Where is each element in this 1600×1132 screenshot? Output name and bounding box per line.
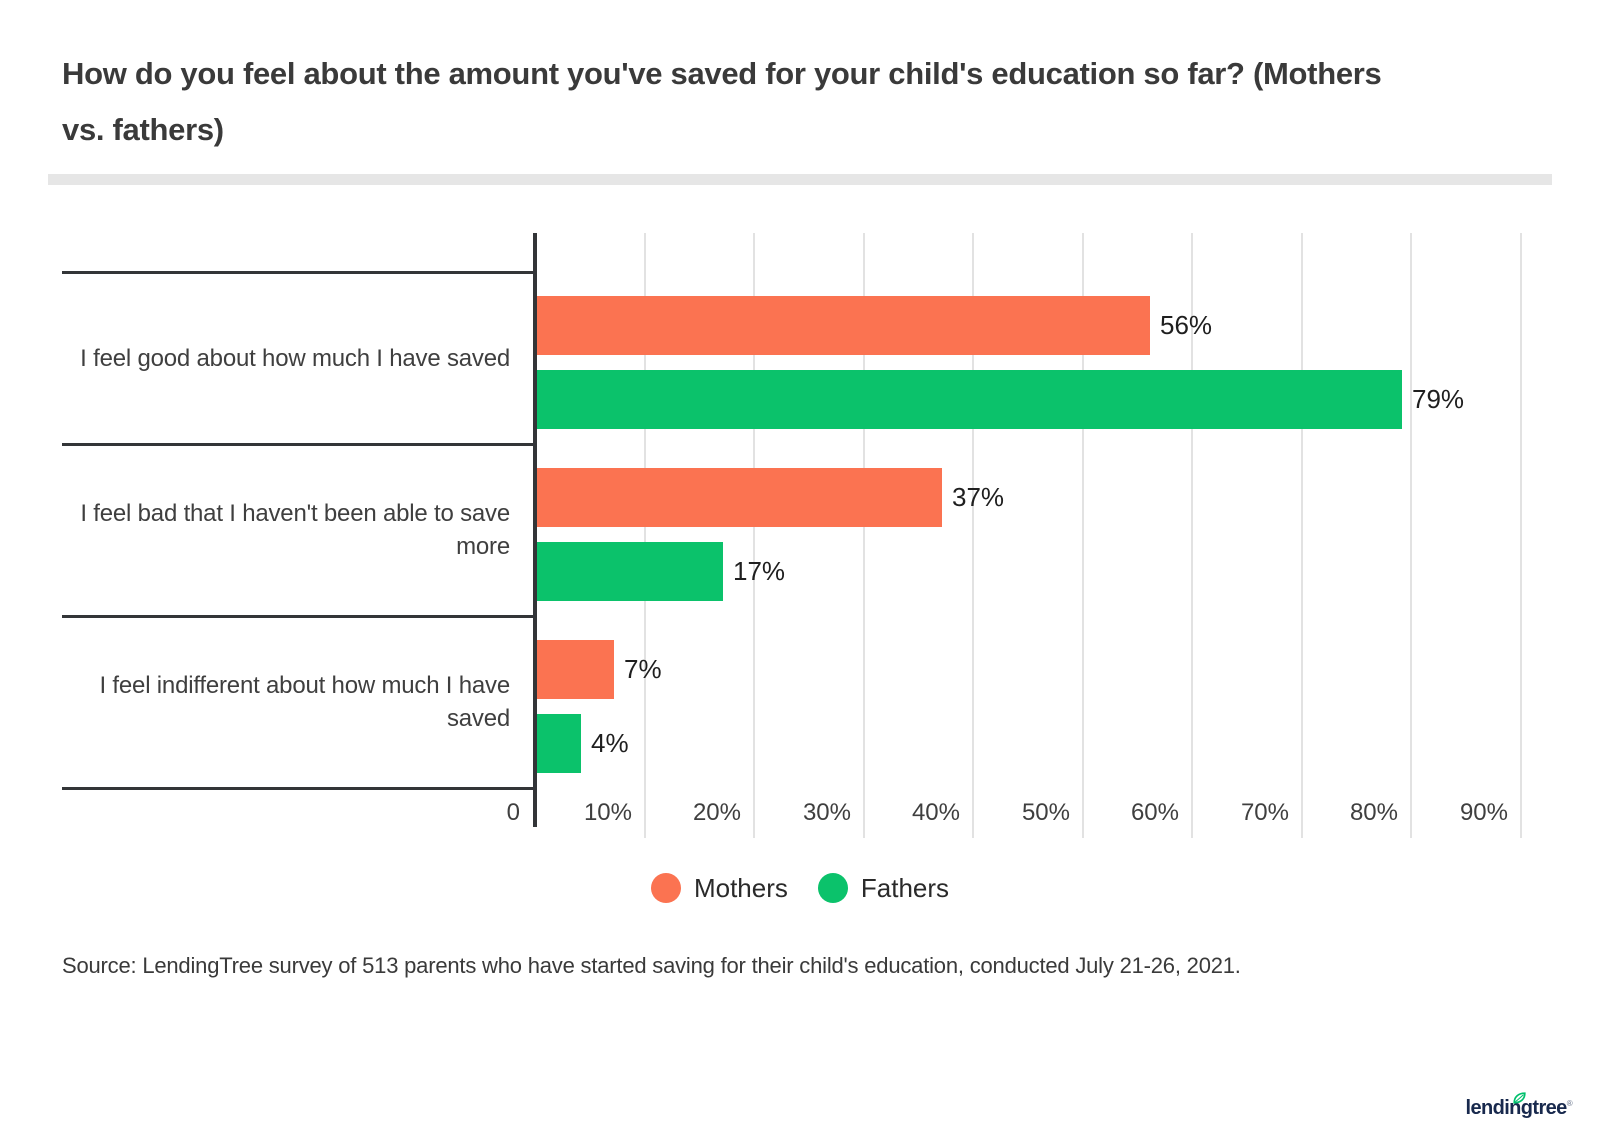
gridline	[1082, 233, 1084, 838]
logo-registered-mark: ®	[1566, 1099, 1573, 1109]
legend-item-mothers: Mothers	[650, 872, 788, 904]
row-separator	[62, 615, 533, 618]
legend-swatch-fathers	[817, 873, 848, 903]
source-note: Source: LendingTree survey of 513 parent…	[62, 953, 1241, 978]
value-label: 37%	[952, 482, 1005, 512]
category-label: I feel indifferent about how much I have…	[62, 616, 511, 788]
leaf-icon	[1513, 1087, 1527, 1110]
x-tick-label: 0	[506, 799, 520, 826]
value-label: 17%	[733, 556, 786, 586]
legend-label: Fathers	[860, 872, 950, 903]
row-separator	[62, 787, 533, 790]
chart-legend: Mothers Fathers	[0, 868, 1600, 908]
x-tick-label: 20%	[692, 799, 741, 826]
chart-title: How do you feel about the amount you've …	[62, 46, 1552, 158]
value-bar-fathers	[537, 370, 1402, 429]
bar-chart: I feel good about how much I have saved 5…	[62, 233, 1522, 838]
x-tick-label: 10%	[583, 799, 632, 826]
chart-title-line2: vs. fathers)	[62, 112, 224, 147]
chart-title-line1: How do you feel about the amount you've …	[62, 56, 1382, 91]
value-bar-mothers	[537, 640, 614, 699]
row-separator	[62, 271, 533, 274]
value-bar-mothers	[537, 468, 942, 527]
category-label: I feel good about how much I have saved	[62, 272, 510, 444]
category-label: I feel bad that I haven't been able to s…	[62, 444, 510, 616]
value-label: 56%	[1160, 310, 1213, 340]
legend-item-fathers: Fathers	[817, 872, 950, 904]
gridline	[1191, 233, 1193, 838]
value-bar-fathers	[537, 714, 581, 773]
gridline	[863, 233, 865, 838]
value-label: 79%	[1412, 384, 1465, 414]
category-label-line: saved	[446, 705, 510, 732]
legend-label: Mothers	[693, 872, 788, 903]
value-bar-mothers	[537, 296, 1150, 355]
value-bar-fathers	[537, 542, 723, 601]
gridline	[1410, 233, 1412, 838]
gridline	[1301, 233, 1303, 838]
x-tick-label: 80%	[1349, 799, 1398, 826]
legend-swatch-mothers	[650, 873, 681, 903]
axis-line	[533, 233, 537, 827]
category-label-line: I feel bad that I haven't been able to s…	[80, 500, 510, 527]
category-label-line: I feel indifferent about how much I have	[99, 672, 511, 699]
value-label: 4%	[591, 728, 629, 758]
x-tick-label: 50%	[1021, 799, 1070, 826]
row-separator	[62, 443, 533, 446]
gridline	[972, 233, 974, 838]
x-tick-label: 70%	[1240, 799, 1289, 826]
category-label-line: I feel good about how much I have saved	[80, 344, 510, 372]
logo-text: lendingtree	[1465, 1097, 1568, 1119]
gridline	[1520, 233, 1522, 838]
x-tick-label: 60%	[1130, 799, 1179, 826]
gridline	[753, 233, 755, 838]
value-label: 7%	[624, 654, 662, 684]
x-tick-label: 90%	[1459, 799, 1508, 826]
gridline	[644, 233, 646, 838]
x-tick-label: 30%	[802, 799, 851, 826]
category-label-line: more	[456, 533, 510, 560]
title-divider	[48, 174, 1552, 185]
lendingtree-logo: lendingtree®	[1465, 1092, 1573, 1120]
x-tick-label: 40%	[911, 799, 960, 826]
